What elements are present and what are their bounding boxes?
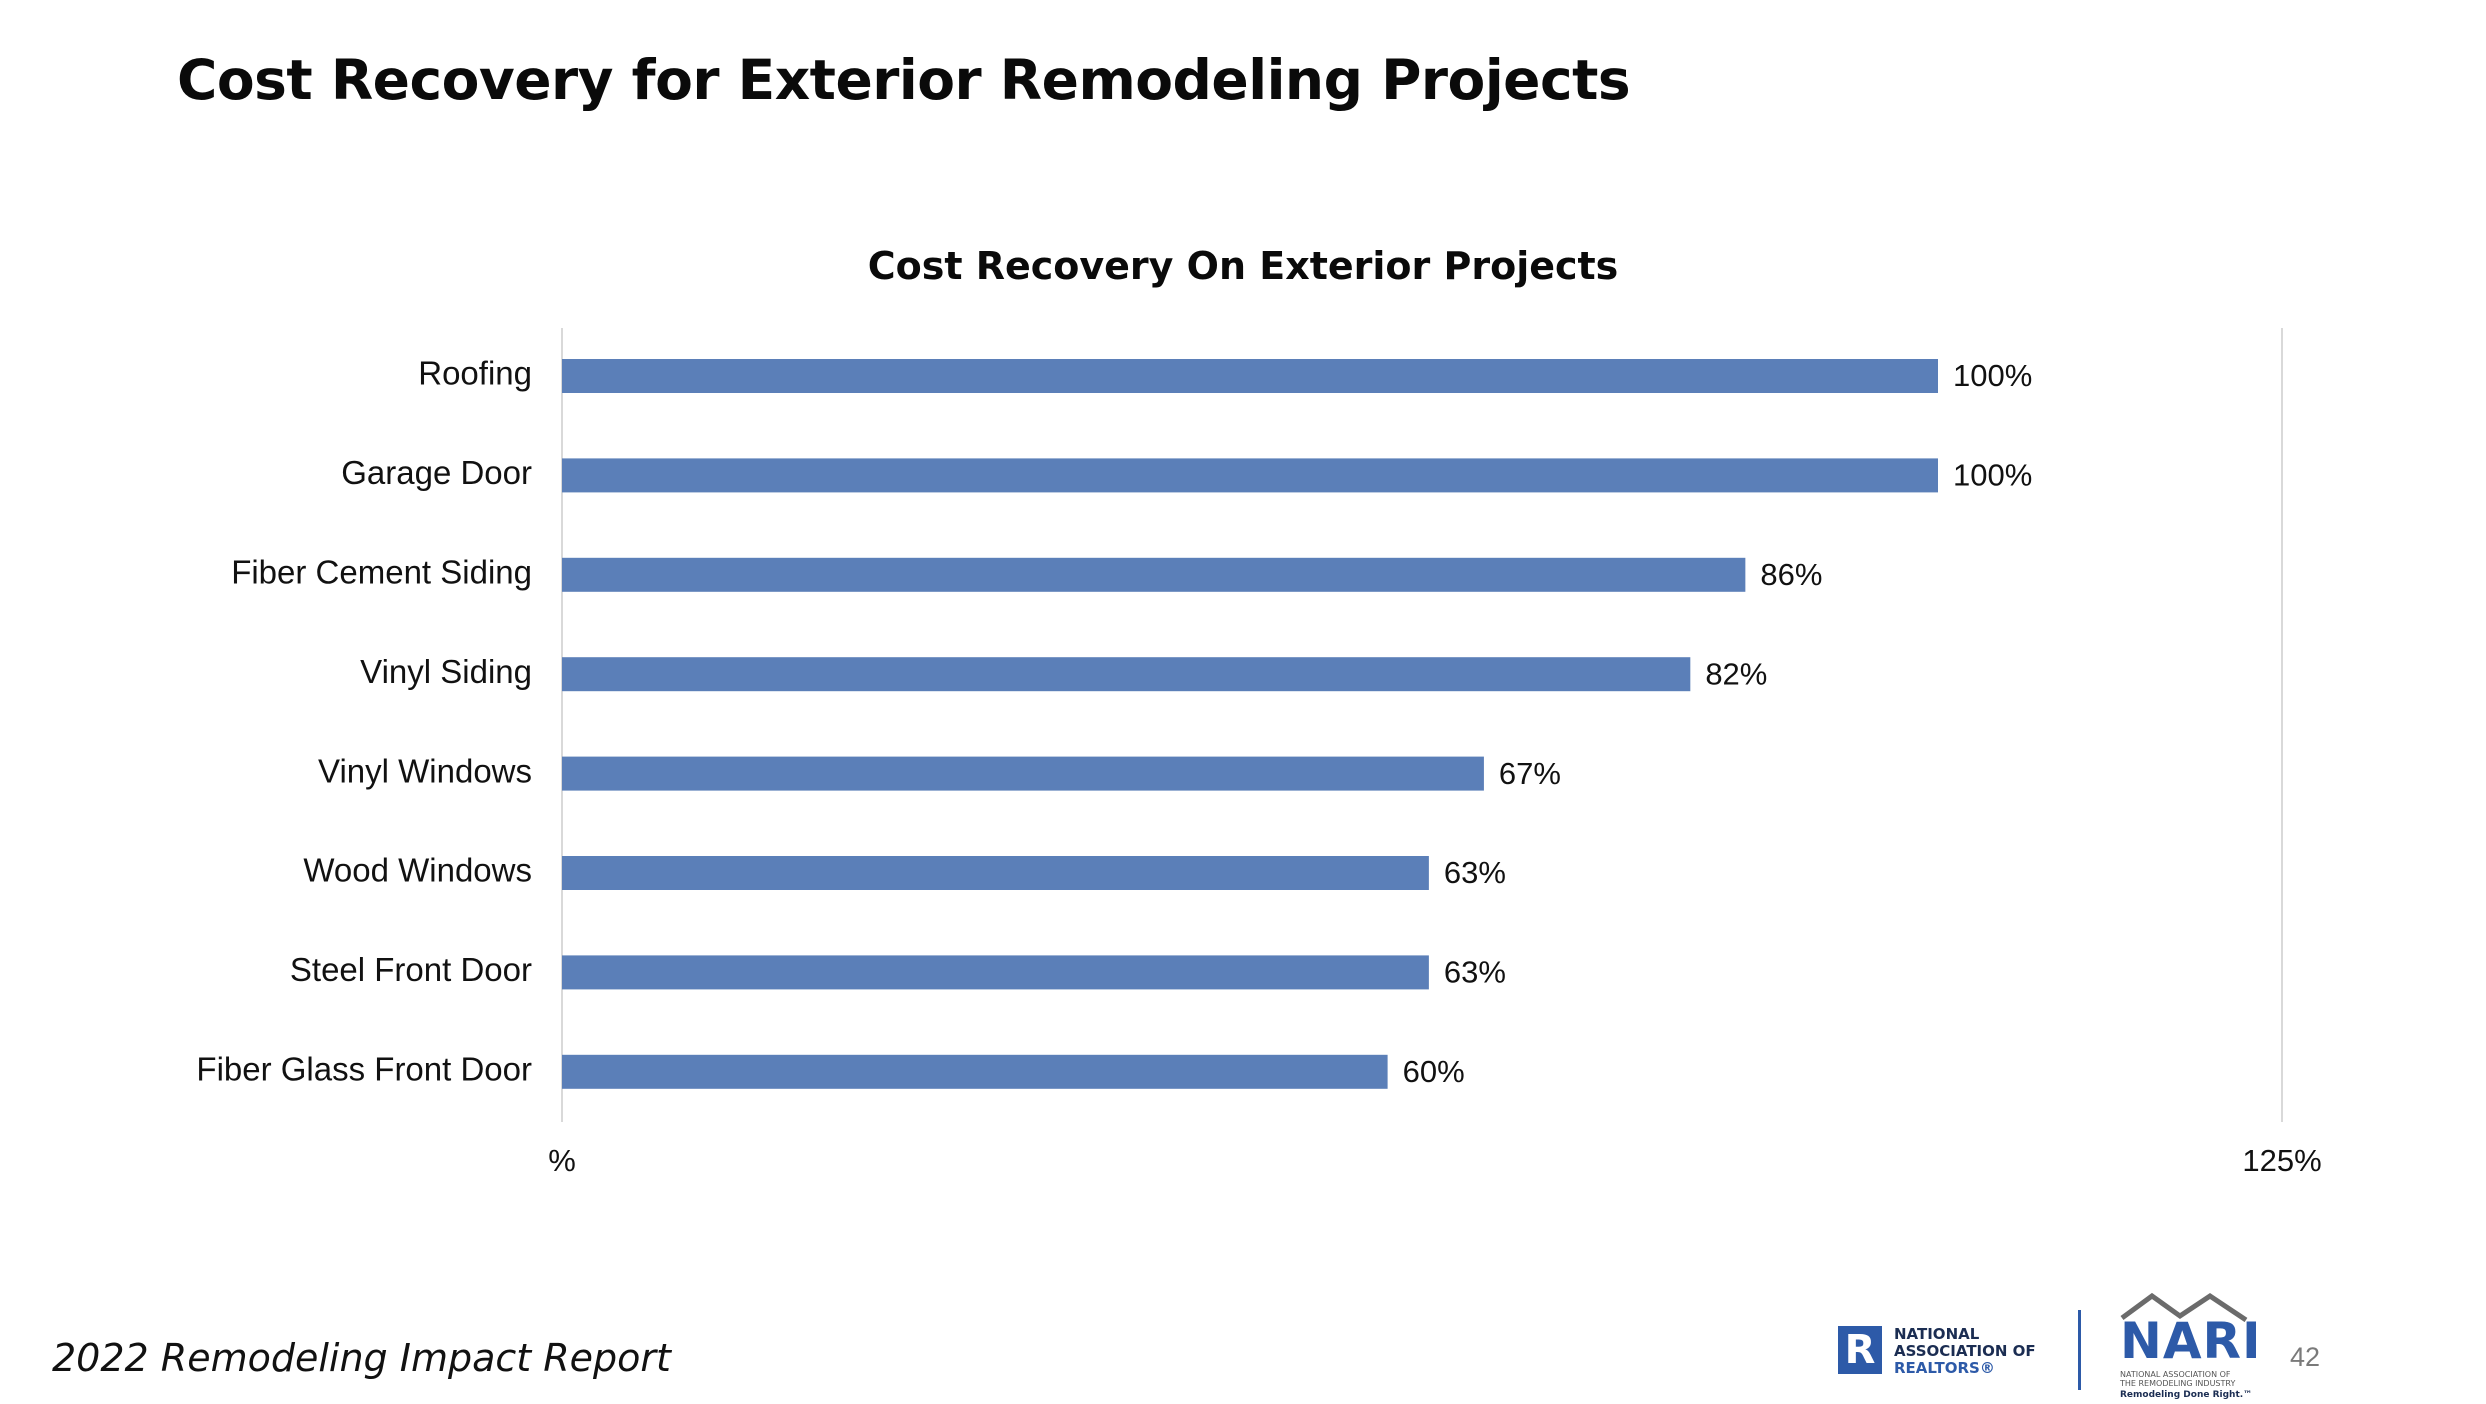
nar-logo-line-1: NATIONAL <box>1894 1325 1980 1343</box>
data-label: 82% <box>1705 656 1767 691</box>
bar <box>562 458 1938 493</box>
data-label: 86% <box>1760 557 1822 592</box>
bar <box>562 756 1484 791</box>
category-label: Vinyl Windows <box>318 752 532 789</box>
nar-logo: R NATIONAL ASSOCIATION OF REALTORS® <box>1838 1318 2048 1378</box>
data-label: 63% <box>1444 955 1506 990</box>
x-tick-label: % <box>548 1143 576 1178</box>
nari-wordmark: NARI <box>2120 1312 2262 1370</box>
data-label: 63% <box>1444 855 1506 890</box>
bar <box>562 657 1691 692</box>
category-label: Fiber Cement Siding <box>231 554 532 591</box>
page-number: 42 <box>2290 1342 2321 1372</box>
category-label: Vinyl Siding <box>360 653 532 690</box>
data-label: 100% <box>1953 458 2032 493</box>
bar <box>562 557 1746 592</box>
category-label: Roofing <box>418 355 532 392</box>
x-tick-label: 125% <box>2242 1143 2321 1178</box>
nar-r-mark-icon: R <box>1838 1326 1882 1374</box>
data-label: 60% <box>1403 1054 1465 1089</box>
chart-title: Cost Recovery On Exterior Projects <box>867 244 1619 288</box>
data-label: 100% <box>1953 358 2032 393</box>
nari-logo: NARI NATIONAL ASSOCIATION OF THE REMODEL… <box>2118 1292 2261 1404</box>
nar-logo-line-2: ASSOCIATION OF <box>1894 1342 2036 1360</box>
bar <box>562 359 1938 393</box>
nari-tagline: Remodeling Done Right.™ <box>2120 1390 2253 1400</box>
nar-logo-line-3: REALTORS® <box>1894 1359 1995 1377</box>
footer-report-title: 2022 Remodeling Impact Report <box>52 1336 671 1380</box>
logo-divider <box>2078 1310 2081 1390</box>
bar <box>562 1054 1388 1089</box>
nari-subtitle-2: THE REMODELING INDUSTRY <box>2120 1379 2236 1388</box>
nari-subtitle-1: NATIONAL ASSOCIATION OF <box>2120 1370 2231 1379</box>
bar <box>562 856 1429 890</box>
category-label: Steel Front Door <box>290 951 532 988</box>
house-roof-icon <box>2120 1292 2248 1322</box>
category-label: Garage Door <box>341 454 532 491</box>
category-label: Fiber Glass Front Door <box>196 1051 532 1088</box>
category-label: Wood Windows <box>303 852 532 889</box>
slide-title: Cost Recovery for Exterior Remodeling Pr… <box>177 48 1631 112</box>
bar <box>562 955 1429 990</box>
bar-chart: Roofing 100% Garage Door 100% Fiber Cement S… <box>196 328 2322 1178</box>
data-label: 67% <box>1499 756 1561 791</box>
